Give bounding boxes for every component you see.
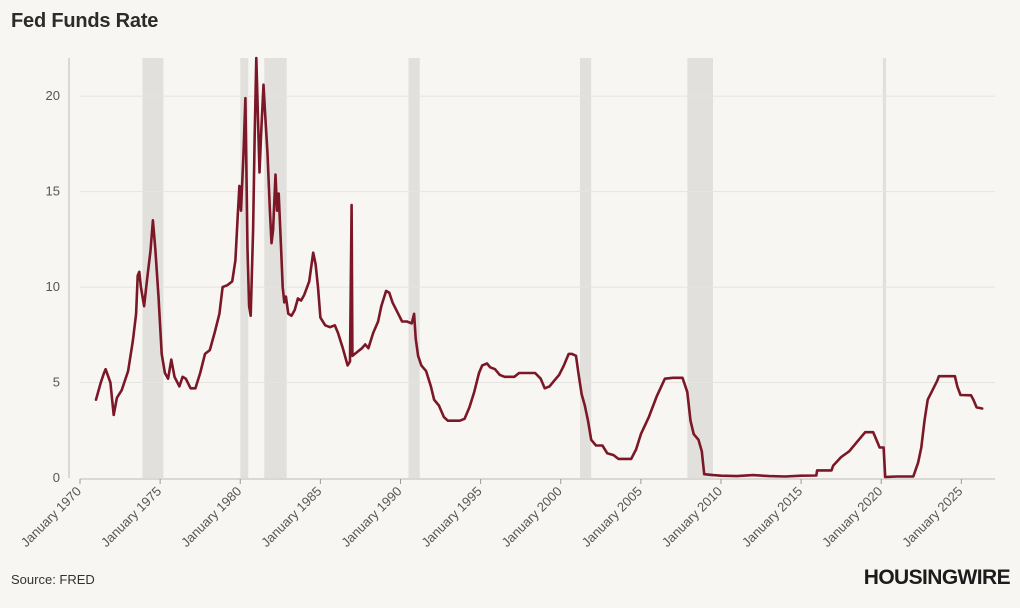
x-tick-label: January 1995: [418, 484, 484, 550]
x-axis: January 1970 January 1975 January 1980 Janu…: [18, 478, 995, 550]
x-tick-label: January 2025: [899, 484, 965, 550]
recession-band: [687, 58, 713, 478]
x-tick-label: January 2015: [739, 484, 805, 550]
housingwire-logo: HOUSINGWIRE: [863, 566, 1011, 589]
y-tick-label: 5: [53, 375, 60, 390]
x-tick-label: January 2000: [499, 484, 565, 550]
recession-band: [240, 58, 249, 478]
x-tick-label: January 1975: [98, 484, 164, 550]
y-tick-label: 15: [46, 184, 60, 199]
x-tick-label: January 1980: [178, 484, 244, 550]
recession-band: [264, 58, 287, 478]
fed-funds-rate-line: [94, 56, 984, 479]
gridlines: [80, 95, 995, 384]
series-layer: [94, 56, 984, 479]
y-axis: 0 5 10 15 20: [46, 58, 70, 485]
recession-bands: [142, 58, 887, 478]
y-tick-label: 20: [46, 88, 60, 103]
y-tick-label: 0: [53, 470, 60, 485]
x-tick-label: January 1970: [18, 484, 84, 550]
recession-band: [882, 58, 887, 478]
y-tick-label: 10: [46, 279, 60, 294]
x-tick-label: January 1985: [258, 484, 324, 550]
recession-band: [579, 58, 592, 478]
recession-band: [408, 58, 420, 478]
x-tick-label: January 2010: [659, 484, 725, 550]
x-tick-label: January 2005: [579, 484, 645, 550]
x-tick-label: January 1990: [338, 484, 404, 550]
source-note: Source: FRED: [11, 572, 95, 587]
recession-band: [142, 58, 164, 478]
x-tick-label: January 2020: [819, 484, 885, 550]
chart-title: Fed Funds Rate: [11, 10, 159, 32]
